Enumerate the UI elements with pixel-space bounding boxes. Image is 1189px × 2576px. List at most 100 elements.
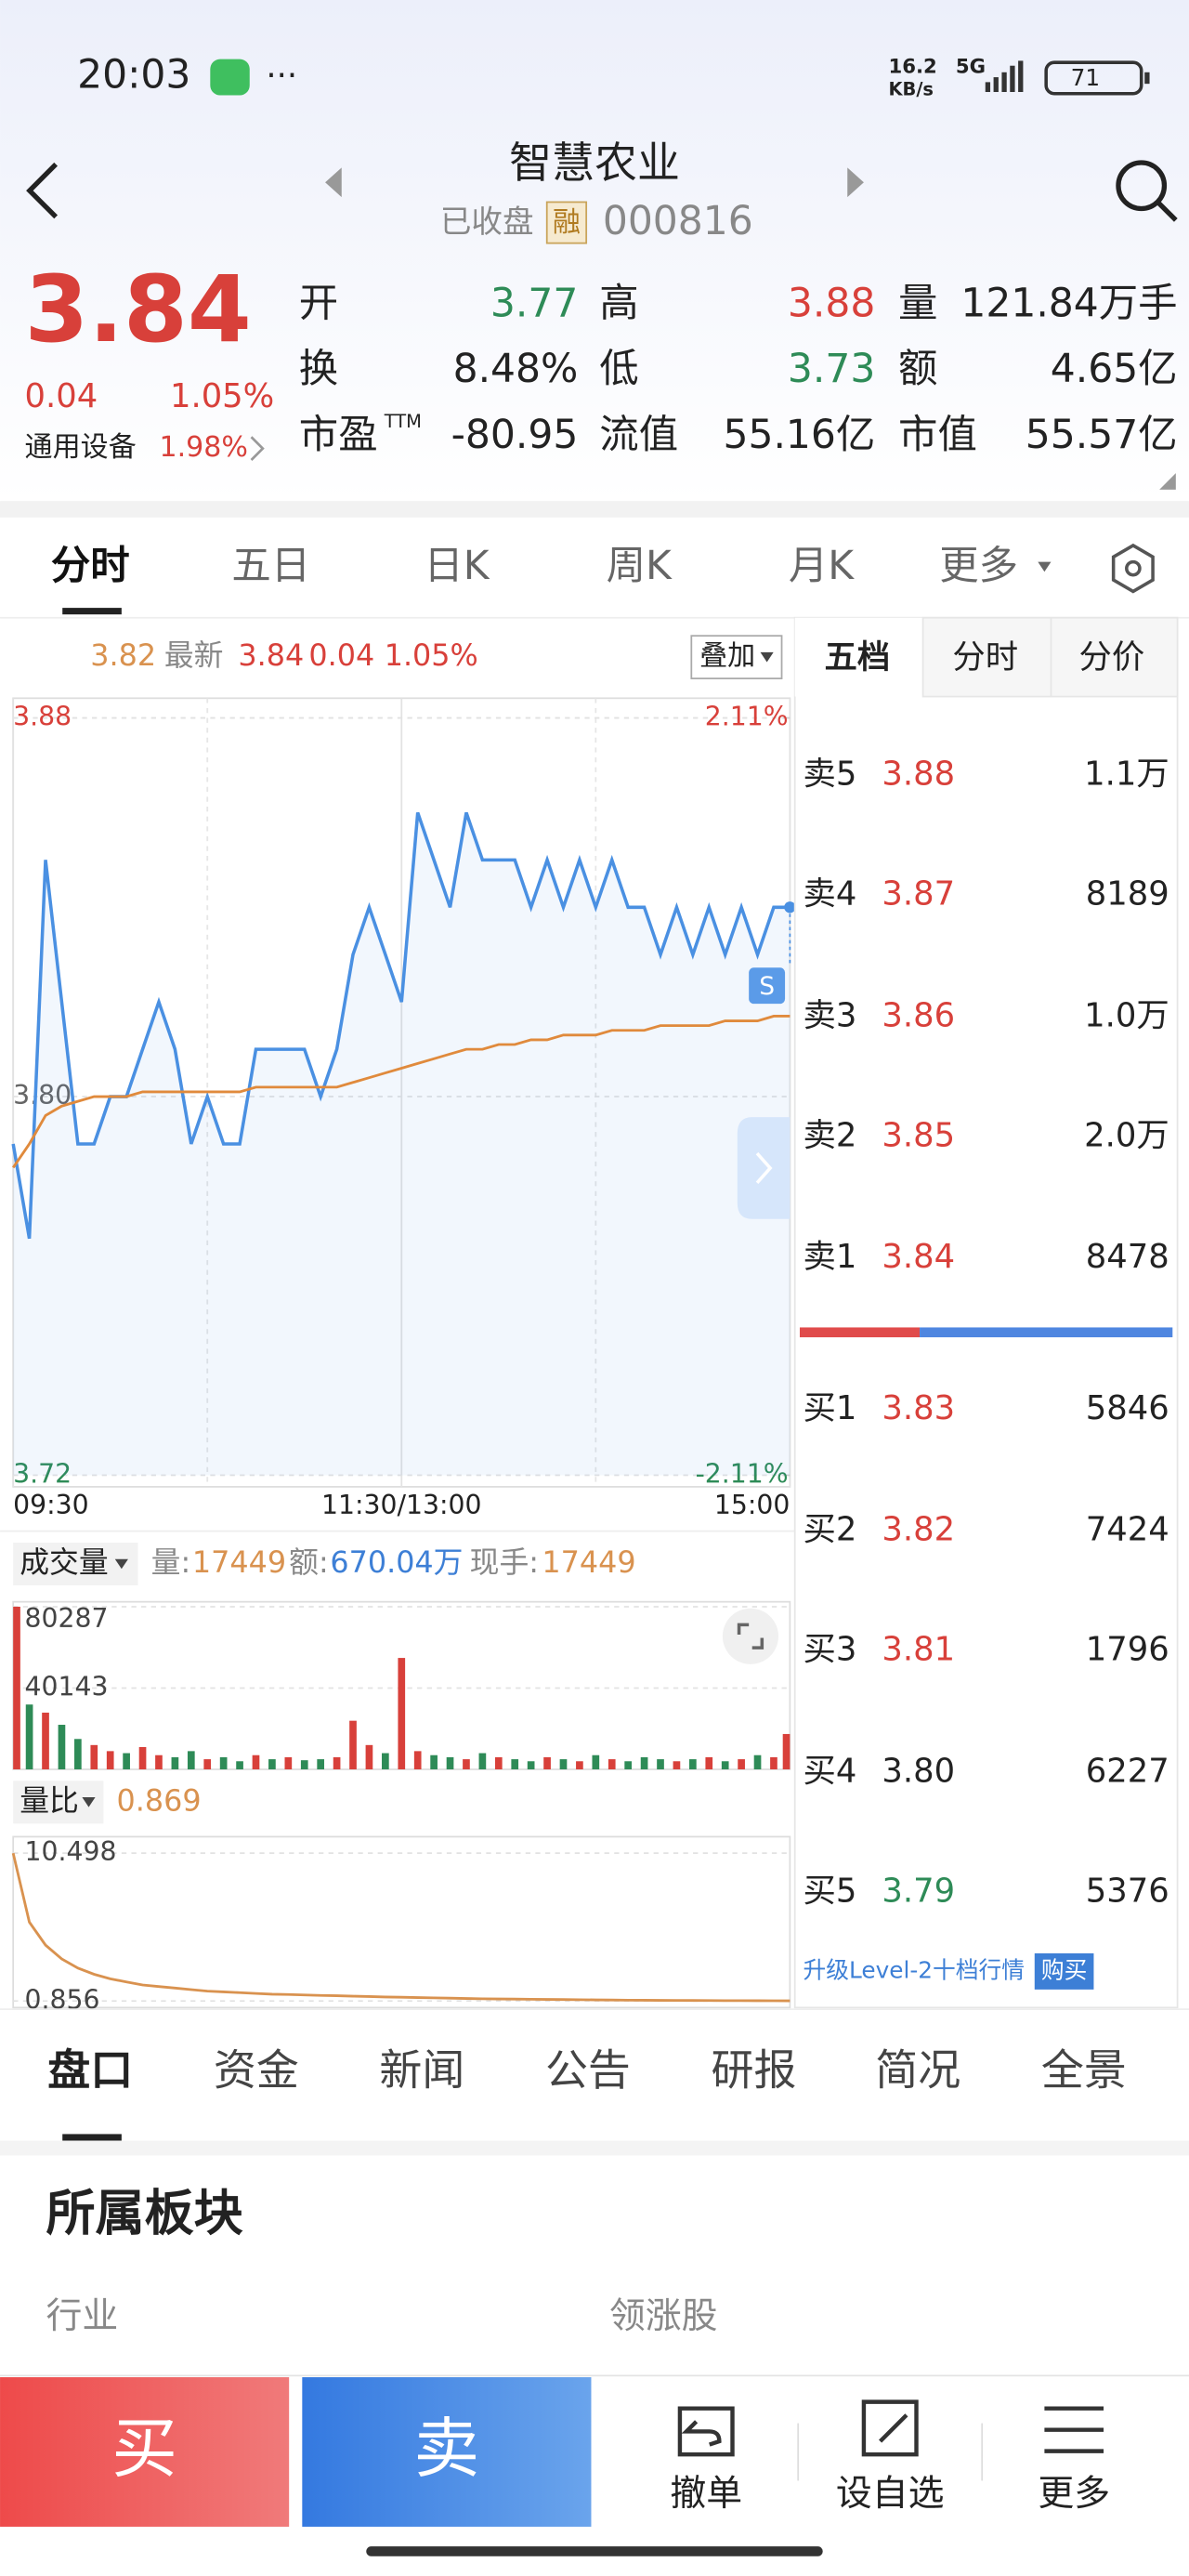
expand-corner[interactable] bbox=[1159, 473, 1176, 490]
buy-button[interactable] bbox=[0, 2377, 290, 2527]
volume-bar bbox=[284, 1756, 293, 1769]
level-label: 买3 bbox=[804, 1631, 857, 1669]
chart-tab[interactable]: 更多 bbox=[939, 544, 1018, 589]
next-stock[interactable] bbox=[847, 167, 864, 198]
sell-button[interactable] bbox=[302, 2377, 592, 2527]
level-label: 卖1 bbox=[804, 1238, 857, 1276]
change: 0.04 bbox=[25, 377, 98, 415]
battery-level: 71 bbox=[1071, 64, 1101, 91]
net-speed: 16.2 bbox=[888, 55, 936, 78]
buy-badge-bg[interactable] bbox=[1034, 1952, 1094, 1990]
order-tab-active bbox=[794, 617, 923, 697]
stat-label: 量 bbox=[898, 281, 937, 326]
volume-chart: 40143 80287 bbox=[13, 1603, 790, 1769]
level-volume: 5376 bbox=[1086, 1873, 1169, 1911]
level-volume: 1.1万 bbox=[1084, 755, 1169, 793]
volume-bar bbox=[106, 1751, 114, 1769]
detail-tab[interactable]: 资金 bbox=[214, 2045, 299, 2096]
volume-bar bbox=[187, 1751, 195, 1769]
level-label: 卖2 bbox=[804, 1116, 857, 1154]
fullscreen-icon bbox=[737, 1623, 764, 1649]
watch-icon[interactable] bbox=[861, 2399, 919, 2457]
detail-tab[interactable]: 简况 bbox=[875, 2045, 960, 2096]
level-price: 3.79 bbox=[882, 1873, 955, 1911]
stat-label: 额 bbox=[898, 347, 937, 392]
level-volume: 5846 bbox=[1086, 1389, 1169, 1427]
sector-pct: 1.98% bbox=[160, 431, 248, 464]
leader-label: 领涨股 bbox=[609, 2295, 718, 2337]
volume-bar bbox=[219, 1756, 228, 1769]
chart-tab[interactable]: 周K bbox=[607, 544, 673, 589]
ratio-caret bbox=[82, 1797, 96, 1807]
volume-bar bbox=[511, 1759, 519, 1769]
volume-bar bbox=[58, 1725, 66, 1769]
level-price: 3.85 bbox=[882, 1116, 955, 1154]
bid-strength bbox=[920, 1327, 1173, 1338]
more-icon[interactable] bbox=[1044, 2406, 1104, 2453]
side-toggle[interactable] bbox=[737, 1117, 790, 1219]
last-label: 最新 bbox=[164, 637, 224, 673]
level-volume: 2.0万 bbox=[1084, 1116, 1169, 1154]
price: 3.84 bbox=[25, 256, 252, 363]
volume-bar bbox=[673, 1761, 681, 1769]
volume-bar bbox=[236, 1761, 243, 1769]
chart-tab[interactable]: 月K bbox=[789, 544, 855, 589]
detail-tab[interactable]: 研报 bbox=[712, 2045, 797, 2096]
order-tab[interactable]: 分时 bbox=[952, 638, 1018, 677]
y-tick-label: 10.498 bbox=[25, 1836, 117, 1867]
volume-bar bbox=[317, 1759, 325, 1769]
cancel-icon[interactable] bbox=[677, 2406, 735, 2457]
volume-bar bbox=[543, 1756, 551, 1769]
network: 5G bbox=[956, 55, 986, 78]
stat-label: 流值 bbox=[599, 413, 678, 458]
stat-label: 市值 bbox=[898, 413, 977, 458]
volume-caret bbox=[114, 1558, 128, 1570]
detail-tab[interactable]: 全景 bbox=[1041, 2045, 1127, 2096]
buy-badge: 购买 bbox=[1041, 1956, 1088, 1983]
stat-value: 3.88 bbox=[788, 281, 875, 326]
stock-name: 智慧农业 bbox=[509, 138, 680, 188]
volume-bar bbox=[721, 1761, 729, 1769]
y-tick-label: 80287 bbox=[25, 1603, 109, 1634]
stat-label: 市盈 bbox=[299, 413, 378, 458]
search-button[interactable] bbox=[1116, 160, 1168, 212]
chart-tab[interactable]: 五日 bbox=[231, 544, 310, 589]
volume-bar bbox=[576, 1761, 583, 1769]
fullscreen-button[interactable] bbox=[722, 1608, 778, 1664]
stat-sup: TTM bbox=[384, 411, 422, 432]
volume-bar bbox=[138, 1747, 147, 1769]
volume-bar bbox=[349, 1720, 357, 1769]
level-price: 3.88 bbox=[882, 755, 955, 793]
price-chart: 09:30 11:30/13:00 15:003.723.803.88-2.11%2… bbox=[11, 698, 796, 1520]
back-button[interactable] bbox=[26, 162, 59, 219]
prev-stock[interactable] bbox=[325, 167, 342, 198]
stat-value: 121.84万手 bbox=[960, 281, 1177, 326]
volume-bar bbox=[463, 1759, 470, 1769]
settings-icon[interactable] bbox=[1111, 543, 1155, 594]
industry-label: 行业 bbox=[46, 2295, 119, 2337]
margin-badge-bg bbox=[545, 201, 588, 244]
chart-tab[interactable]: 日K bbox=[424, 544, 490, 589]
volume-title-bg[interactable] bbox=[13, 1543, 138, 1585]
sector-arrow bbox=[250, 436, 265, 461]
stat-label: 换 bbox=[299, 347, 338, 392]
cancel-label: 撤单 bbox=[670, 2473, 742, 2515]
detail-tab[interactable]: 盘口 bbox=[47, 2045, 133, 2096]
volume-bar bbox=[446, 1756, 454, 1769]
detail-underline bbox=[62, 2134, 122, 2141]
volume-bar bbox=[770, 1756, 777, 1769]
battery-tip bbox=[1144, 72, 1150, 85]
volume-bar bbox=[527, 1761, 535, 1769]
stat-value: 55.16亿 bbox=[723, 413, 875, 458]
chart-tab[interactable]: 分时 bbox=[51, 544, 130, 589]
order-tab[interactable]: 分价 bbox=[1079, 638, 1145, 677]
detail-tab[interactable]: 新闻 bbox=[379, 2045, 464, 2096]
level-price: 3.82 bbox=[882, 1511, 955, 1549]
upgrade-link[interactable]: 升级Level-2十档行情 bbox=[804, 1956, 1026, 1983]
detail-tab[interactable]: 公告 bbox=[545, 2045, 631, 2096]
order-tab[interactable]: 五档 bbox=[825, 638, 891, 677]
volume-bar bbox=[478, 1753, 487, 1769]
volume-bar bbox=[382, 1753, 389, 1769]
ratio-value: 0.869 bbox=[117, 1782, 202, 1818]
sector[interactable]: 通用设备 bbox=[25, 431, 137, 464]
